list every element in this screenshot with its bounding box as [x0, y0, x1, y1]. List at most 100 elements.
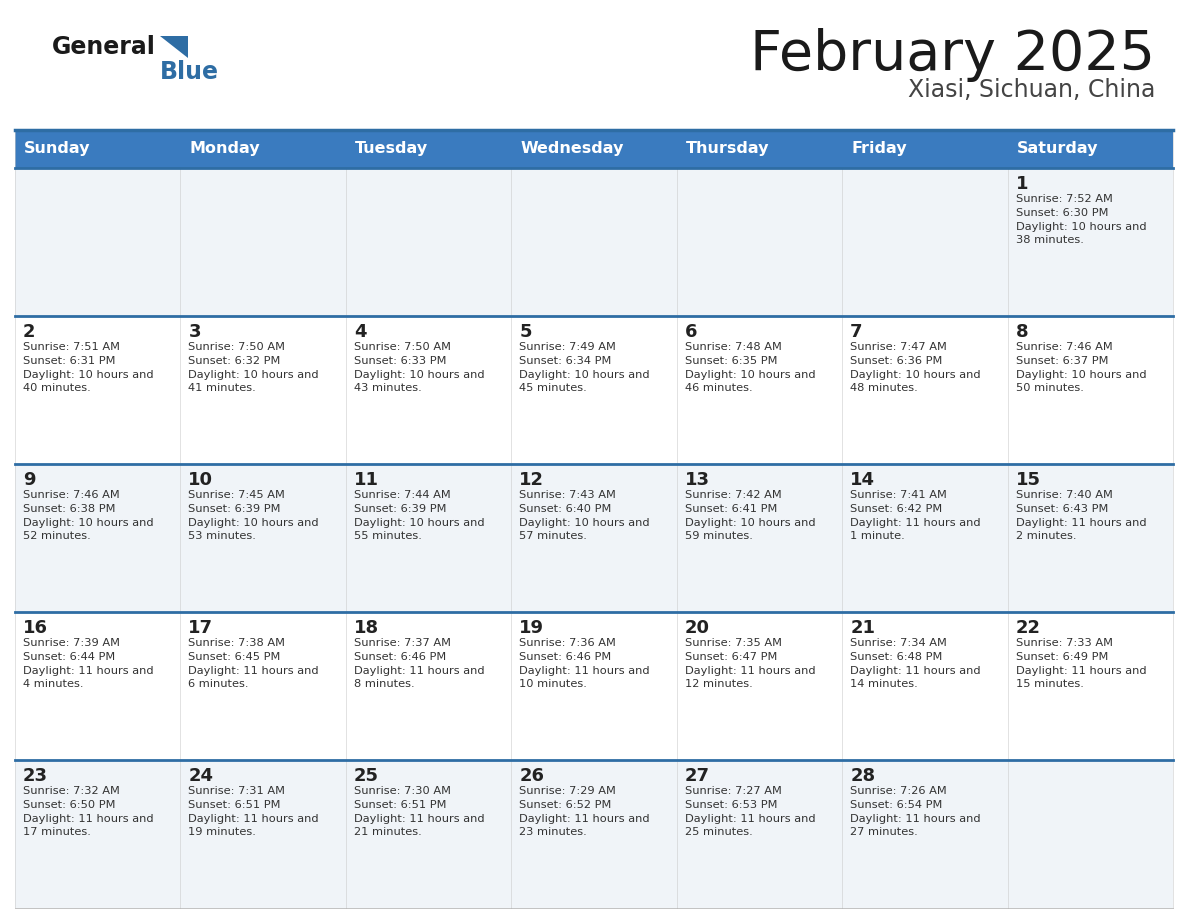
Text: Sunrise: 7:44 AM: Sunrise: 7:44 AM	[354, 490, 450, 500]
Text: 19 minutes.: 19 minutes.	[189, 827, 257, 837]
Text: 59 minutes.: 59 minutes.	[684, 531, 752, 541]
Text: Daylight: 11 hours and: Daylight: 11 hours and	[684, 666, 815, 676]
Text: Sunrise: 7:43 AM: Sunrise: 7:43 AM	[519, 490, 617, 500]
Text: 2 minutes.: 2 minutes.	[1016, 531, 1076, 541]
Text: 7: 7	[851, 323, 862, 341]
Bar	[842, 130, 1007, 168]
Text: Sunset: 6:52 PM: Sunset: 6:52 PM	[519, 800, 612, 810]
Text: Daylight: 10 hours and: Daylight: 10 hours and	[354, 370, 485, 380]
Text: 50 minutes.: 50 minutes.	[1016, 383, 1083, 393]
Text: Xiasi, Sichuan, China: Xiasi, Sichuan, China	[908, 78, 1155, 102]
Text: Sunset: 6:36 PM: Sunset: 6:36 PM	[851, 356, 942, 366]
Text: 10 minutes.: 10 minutes.	[519, 679, 587, 689]
Text: 6 minutes.: 6 minutes.	[189, 679, 249, 689]
Text: Sunrise: 7:27 AM: Sunrise: 7:27 AM	[684, 786, 782, 796]
Text: 8: 8	[1016, 323, 1028, 341]
Polygon shape	[160, 36, 188, 58]
Text: Daylight: 10 hours and: Daylight: 10 hours and	[1016, 222, 1146, 232]
Text: 22: 22	[1016, 619, 1041, 637]
Text: Sunset: 6:53 PM: Sunset: 6:53 PM	[684, 800, 777, 810]
Text: Daylight: 11 hours and: Daylight: 11 hours and	[189, 814, 320, 824]
Text: Sunrise: 7:46 AM: Sunrise: 7:46 AM	[1016, 342, 1112, 352]
Text: Sunset: 6:50 PM: Sunset: 6:50 PM	[23, 800, 115, 810]
Text: Daylight: 10 hours and: Daylight: 10 hours and	[684, 518, 815, 528]
Text: 21: 21	[851, 619, 876, 637]
Text: General: General	[52, 35, 156, 59]
Bar	[346, 316, 511, 464]
Text: Sunrise: 7:51 AM: Sunrise: 7:51 AM	[23, 342, 120, 352]
Text: 18: 18	[354, 619, 379, 637]
Text: Daylight: 10 hours and: Daylight: 10 hours and	[23, 518, 153, 528]
Bar	[181, 316, 346, 464]
Text: Sunrise: 7:31 AM: Sunrise: 7:31 AM	[189, 786, 285, 796]
Text: Sunrise: 7:48 AM: Sunrise: 7:48 AM	[684, 342, 782, 352]
Text: Daylight: 11 hours and: Daylight: 11 hours and	[23, 814, 153, 824]
Text: Sunrise: 7:38 AM: Sunrise: 7:38 AM	[189, 638, 285, 648]
Bar	[181, 130, 346, 168]
Text: Sunset: 6:51 PM: Sunset: 6:51 PM	[354, 800, 447, 810]
Text: Sunset: 6:35 PM: Sunset: 6:35 PM	[684, 356, 777, 366]
Text: 2: 2	[23, 323, 36, 341]
Bar	[346, 760, 511, 908]
Bar	[1007, 316, 1173, 464]
Bar	[181, 760, 346, 908]
Text: Wednesday: Wednesday	[520, 141, 624, 156]
Text: Sunrise: 7:34 AM: Sunrise: 7:34 AM	[851, 638, 947, 648]
Bar	[842, 612, 1007, 760]
Text: Daylight: 10 hours and: Daylight: 10 hours and	[354, 518, 485, 528]
Text: Sunset: 6:54 PM: Sunset: 6:54 PM	[851, 800, 942, 810]
Text: Daylight: 11 hours and: Daylight: 11 hours and	[354, 814, 485, 824]
Text: 55 minutes.: 55 minutes.	[354, 531, 422, 541]
Bar	[346, 130, 511, 168]
Text: Sunrise: 7:37 AM: Sunrise: 7:37 AM	[354, 638, 451, 648]
Text: 24: 24	[189, 767, 214, 785]
Bar	[677, 464, 842, 612]
Bar	[15, 130, 181, 168]
Text: Sunset: 6:42 PM: Sunset: 6:42 PM	[851, 504, 942, 514]
Text: 4 minutes.: 4 minutes.	[23, 679, 83, 689]
Text: Sunset: 6:33 PM: Sunset: 6:33 PM	[354, 356, 447, 366]
Text: Daylight: 10 hours and: Daylight: 10 hours and	[23, 370, 153, 380]
Text: Sunrise: 7:45 AM: Sunrise: 7:45 AM	[189, 490, 285, 500]
Text: 1 minute.: 1 minute.	[851, 531, 905, 541]
Text: Sunrise: 7:40 AM: Sunrise: 7:40 AM	[1016, 490, 1112, 500]
Bar	[15, 760, 181, 908]
Bar	[346, 168, 511, 316]
Bar	[15, 612, 181, 760]
Text: Sunrise: 7:46 AM: Sunrise: 7:46 AM	[23, 490, 120, 500]
Text: Sunset: 6:34 PM: Sunset: 6:34 PM	[519, 356, 612, 366]
Text: Sunset: 6:47 PM: Sunset: 6:47 PM	[684, 652, 777, 662]
Text: Sunrise: 7:35 AM: Sunrise: 7:35 AM	[684, 638, 782, 648]
Text: 25: 25	[354, 767, 379, 785]
Text: 57 minutes.: 57 minutes.	[519, 531, 587, 541]
Text: Sunrise: 7:36 AM: Sunrise: 7:36 AM	[519, 638, 617, 648]
Text: 23 minutes.: 23 minutes.	[519, 827, 587, 837]
Text: Daylight: 10 hours and: Daylight: 10 hours and	[519, 518, 650, 528]
Text: Daylight: 11 hours and: Daylight: 11 hours and	[684, 814, 815, 824]
Text: Sunset: 6:30 PM: Sunset: 6:30 PM	[1016, 208, 1108, 218]
Text: Blue: Blue	[160, 60, 219, 84]
Text: Sunrise: 7:26 AM: Sunrise: 7:26 AM	[851, 786, 947, 796]
Bar	[677, 612, 842, 760]
Text: 8 minutes.: 8 minutes.	[354, 679, 415, 689]
Text: 1: 1	[1016, 175, 1028, 193]
Text: Sunset: 6:45 PM: Sunset: 6:45 PM	[189, 652, 280, 662]
Bar	[181, 464, 346, 612]
Bar	[181, 612, 346, 760]
Text: Sunset: 6:32 PM: Sunset: 6:32 PM	[189, 356, 280, 366]
Bar	[1007, 168, 1173, 316]
Text: Sunset: 6:37 PM: Sunset: 6:37 PM	[1016, 356, 1108, 366]
Text: 17 minutes.: 17 minutes.	[23, 827, 90, 837]
Text: 20: 20	[684, 619, 709, 637]
Bar	[842, 464, 1007, 612]
Text: 12 minutes.: 12 minutes.	[684, 679, 752, 689]
Text: 46 minutes.: 46 minutes.	[684, 383, 752, 393]
Text: Sunrise: 7:50 AM: Sunrise: 7:50 AM	[354, 342, 451, 352]
Bar	[181, 168, 346, 316]
Text: Sunset: 6:41 PM: Sunset: 6:41 PM	[684, 504, 777, 514]
Text: 52 minutes.: 52 minutes.	[23, 531, 90, 541]
Text: Sunset: 6:43 PM: Sunset: 6:43 PM	[1016, 504, 1108, 514]
Text: Tuesday: Tuesday	[355, 141, 428, 156]
Text: 5: 5	[519, 323, 532, 341]
Text: Sunrise: 7:33 AM: Sunrise: 7:33 AM	[1016, 638, 1113, 648]
